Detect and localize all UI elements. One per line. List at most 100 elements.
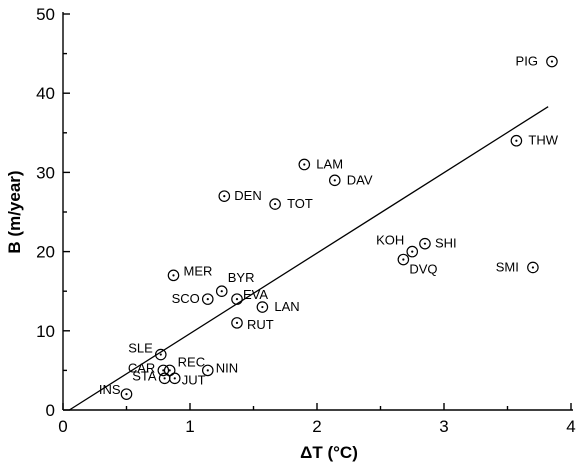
point-center (159, 353, 162, 356)
point-marker (201, 293, 214, 305)
data-point: BYR (215, 270, 255, 297)
regression-line (69, 106, 549, 411)
data-point: SLE (128, 341, 167, 361)
point-label: DEN (234, 188, 261, 203)
point-center (402, 258, 405, 261)
point-marker (231, 293, 243, 305)
point-label: LAM (316, 156, 343, 171)
point-marker (215, 285, 228, 297)
point-center (423, 242, 427, 245)
data-point: SCO (172, 291, 214, 306)
x-tick-label: 2 (312, 417, 321, 436)
data-points: PIG THW LAM DAV DEN TOT SHI KOH DVQ SMI MER BYR EVA S… (99, 54, 559, 400)
point-center (273, 202, 277, 206)
y-tick-label: 0 (46, 401, 55, 420)
data-point: PIG (516, 54, 558, 69)
point-label: THW (528, 133, 558, 148)
point-label: STA (132, 368, 157, 383)
point-center (333, 179, 336, 182)
data-point: KOH (376, 233, 419, 258)
point-label: REC (178, 354, 205, 369)
point-label: MER (183, 263, 212, 278)
x-axis-label: ΔT (°C) (300, 443, 358, 462)
point-label: SMI (496, 259, 519, 274)
point-marker (510, 134, 523, 147)
point-center (163, 377, 166, 380)
point-marker (269, 198, 281, 210)
point-marker (406, 245, 419, 258)
point-center (206, 369, 209, 372)
data-point: INS (99, 382, 133, 400)
point-center (235, 298, 239, 301)
y-tick-label: 50 (36, 5, 55, 24)
data-point: THW (510, 133, 559, 148)
data-point: DAV (328, 172, 373, 187)
point-label: CAR (128, 360, 155, 375)
y-tick-label: 30 (36, 163, 55, 182)
point-center (223, 195, 226, 198)
data-point: NIN (201, 360, 238, 377)
point-center (206, 298, 209, 301)
point-center (125, 393, 128, 396)
point-label: NIN (216, 360, 238, 375)
data-point: DEN (218, 188, 262, 203)
point-marker (546, 55, 558, 68)
data-point: MER (167, 263, 212, 282)
point-marker (527, 261, 539, 274)
axes (62, 12, 573, 411)
point-marker (120, 388, 133, 400)
data-point: JUT (168, 372, 206, 387)
y-tick-label: 10 (36, 322, 55, 341)
point-label: INS (99, 382, 121, 397)
point-marker (256, 301, 269, 313)
x-tick-label: 3 (439, 417, 448, 436)
y-tick-label: 20 (36, 243, 55, 262)
point-label: EVA (243, 287, 268, 302)
data-point: LAN (256, 299, 300, 314)
data-point: SMI (496, 259, 539, 274)
point-center (515, 139, 518, 142)
point-marker (419, 237, 431, 250)
point-center (235, 321, 239, 324)
data-point: RUT (231, 317, 274, 332)
point-marker (231, 317, 243, 329)
data-point: CAR (128, 360, 170, 377)
point-marker (328, 174, 341, 187)
point-center (173, 377, 176, 380)
point-label: DAV (347, 172, 373, 187)
point-label: SLE (128, 341, 153, 356)
point-marker (397, 253, 410, 266)
point-label: LAN (274, 299, 299, 314)
data-point: SHI (419, 236, 457, 251)
point-center (162, 369, 165, 372)
point-center (172, 274, 175, 277)
point-label: JUT (182, 372, 206, 387)
point-marker (218, 190, 231, 202)
point-marker (167, 269, 180, 282)
x-tick-label: 1 (185, 417, 194, 436)
point-center (220, 290, 223, 293)
point-marker (157, 364, 170, 377)
data-point: LAM (298, 156, 343, 171)
point-marker (168, 372, 181, 385)
data-point: DVQ (397, 253, 438, 277)
point-marker (298, 158, 311, 171)
data-point: TOT (269, 196, 313, 211)
point-label: TOT (287, 196, 313, 211)
point-label: RUT (247, 317, 274, 332)
y-tick-label: 40 (36, 84, 55, 103)
point-label: KOH (376, 233, 404, 248)
point-label: SHI (435, 236, 457, 251)
point-center (550, 60, 554, 63)
point-marker (154, 348, 167, 361)
x-tick-label: 0 (58, 417, 67, 436)
point-center (261, 305, 264, 309)
point-label: DVQ (409, 262, 437, 277)
point-center (531, 266, 535, 269)
point-center (303, 163, 306, 166)
data-point: EVA (231, 287, 268, 305)
point-label: SCO (172, 291, 200, 306)
point-label: BYR (228, 270, 255, 285)
y-axis-label: B (m/year) (5, 170, 24, 253)
